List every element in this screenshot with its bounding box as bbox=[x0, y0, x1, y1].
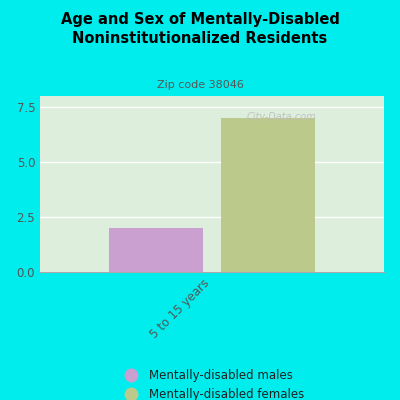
Text: Age and Sex of Mentally-Disabled
Noninstitutionalized Residents: Age and Sex of Mentally-Disabled Noninst… bbox=[60, 12, 340, 46]
Legend: Mentally-disabled males, Mentally-disabled females: Mentally-disabled males, Mentally-disabl… bbox=[120, 370, 304, 400]
Bar bbox=[109, 228, 203, 272]
Text: City-Data.com: City-Data.com bbox=[246, 112, 316, 122]
Bar bbox=[221, 118, 315, 272]
Text: Zip code 38046: Zip code 38046 bbox=[156, 80, 244, 90]
